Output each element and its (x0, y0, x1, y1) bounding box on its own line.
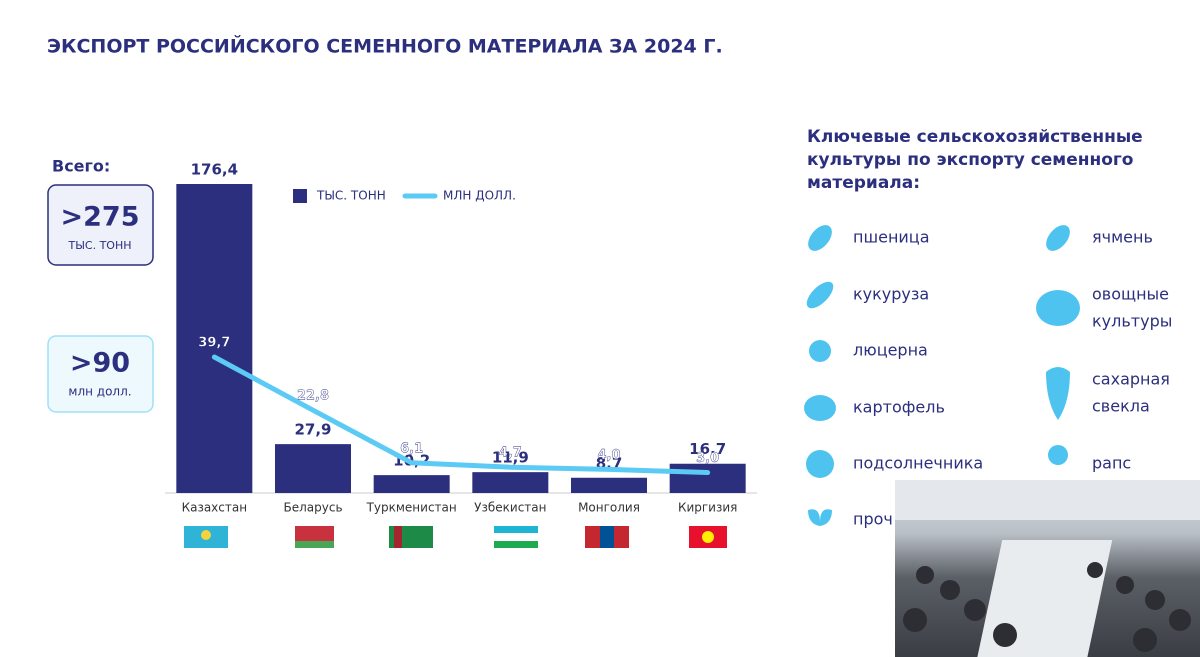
legend-label: МЛН ДОЛЛ. (443, 189, 516, 203)
x-tick-label: Узбекистан (474, 501, 546, 515)
crop-name: подсолнечника (853, 454, 983, 473)
flags (184, 526, 727, 548)
crops-heading: Ключевые сельскохозяйственные (807, 127, 1143, 147)
crop-name: рапс (1092, 454, 1131, 473)
webcam-scene (895, 480, 1200, 657)
dollars-unit: млн долл. (68, 385, 131, 399)
bar (669, 463, 746, 493)
crop-name: культуры (1092, 312, 1172, 331)
crop-name: пшеница (853, 228, 930, 247)
bar-value-label: 176,4 (191, 161, 238, 179)
crop-name: кукуруза (853, 285, 929, 304)
bar (571, 477, 647, 493)
x-tick-label: Казахстан (182, 501, 248, 515)
line-value-label: 3,0 (696, 451, 719, 466)
crops-heading: материала: (807, 173, 920, 193)
x-tick-label: Туркменистан (366, 501, 457, 515)
tonnes-total: >275 (61, 202, 140, 233)
legend-label: ТЫС. ТОНН (316, 189, 386, 203)
slide-title: ЭКСПОРТ РОССИЙСКОГО СЕМЕННОГО МАТЕРИАЛА … (47, 35, 723, 58)
bar (176, 184, 253, 493)
crop-name: свекла (1092, 397, 1150, 416)
crop-name: овощные (1092, 285, 1169, 304)
tonnes-unit: ТЫС. ТОНН (67, 239, 131, 252)
crop-name: ячмень (1092, 228, 1153, 247)
dollars-box (47, 335, 154, 413)
bar (472, 472, 549, 493)
x-tick-label: Киргизия (678, 501, 737, 515)
webcam-overlay (895, 480, 1200, 657)
bar (373, 475, 450, 493)
line-value-label: 4,0 (597, 448, 620, 463)
line-value-label: 39,7 (198, 336, 230, 351)
bar-value-label: 16,7 (689, 440, 726, 458)
line-value-label: 4,7 (499, 446, 522, 461)
x-tick-label: Беларусь (283, 501, 342, 515)
bar-value-label: 27,9 (294, 421, 331, 439)
x-tick-label: Монголия (578, 501, 640, 515)
tonnes-box (47, 184, 154, 266)
line-value-label: 6,1 (400, 441, 423, 456)
legend-swatch (293, 189, 307, 203)
crops-heading: культуры по экспорту семенного (807, 150, 1133, 170)
crop-name: картофель (853, 398, 945, 417)
dollars-total: >90 (70, 348, 130, 379)
line-series (211, 354, 711, 476)
bar (275, 444, 351, 493)
crop-name: проч (853, 510, 893, 529)
crop-name: люцерна (853, 341, 928, 360)
bar-value-label: 11,9 (492, 449, 529, 467)
crop-name: сахарная (1092, 370, 1170, 389)
line-value-label: 22,8 (297, 389, 329, 404)
total-label: Всего: (52, 157, 110, 176)
crop-icons (804, 225, 1080, 526)
